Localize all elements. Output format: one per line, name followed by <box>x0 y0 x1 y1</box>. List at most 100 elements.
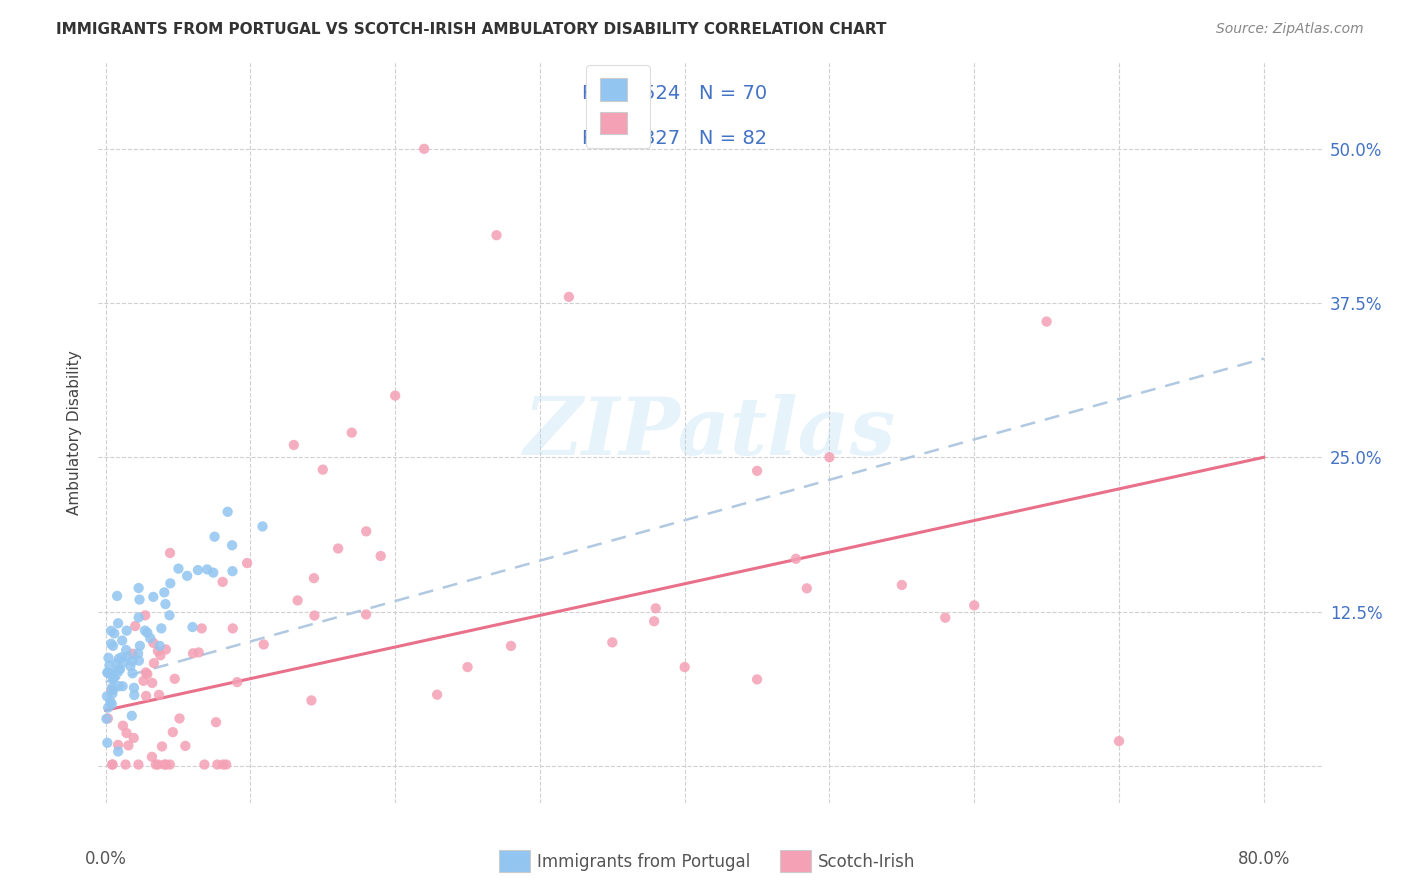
Point <box>111 679 134 693</box>
Point <box>115 726 138 740</box>
Point <box>101 686 124 700</box>
Point <box>96 689 118 703</box>
Text: Scotch-Irish: Scotch-Irish <box>818 853 915 871</box>
Point <box>97 700 120 714</box>
Point <box>159 608 181 623</box>
Point <box>644 601 666 615</box>
Point <box>115 643 138 657</box>
Point <box>98 695 121 709</box>
Point <box>150 621 173 635</box>
Point <box>485 228 508 243</box>
Point <box>103 626 125 640</box>
Point <box>302 571 325 585</box>
Point <box>96 712 118 726</box>
Point <box>122 731 145 745</box>
Point <box>252 519 274 533</box>
Text: Source: ZipAtlas.com: Source: ZipAtlas.com <box>1216 22 1364 37</box>
Point <box>148 688 170 702</box>
Point <box>153 757 176 772</box>
Point <box>117 649 139 664</box>
Point <box>115 624 138 638</box>
Point <box>135 665 157 680</box>
Point <box>181 620 204 634</box>
Point <box>159 757 181 772</box>
Point <box>890 578 912 592</box>
Point <box>101 697 124 711</box>
Point <box>181 646 204 660</box>
Point <box>141 676 163 690</box>
Legend: , : , <box>586 65 651 147</box>
Point <box>222 621 245 635</box>
Point <box>120 659 142 673</box>
Point <box>499 639 522 653</box>
Point <box>796 582 818 596</box>
Point <box>107 744 129 758</box>
Point <box>150 739 173 754</box>
Point <box>103 672 125 686</box>
Point <box>101 639 124 653</box>
Point <box>121 654 143 668</box>
Point <box>108 662 131 676</box>
Point <box>129 639 152 653</box>
Point <box>155 642 177 657</box>
Point <box>304 608 326 623</box>
Point <box>111 719 134 733</box>
Point <box>159 546 181 560</box>
Point <box>413 142 436 156</box>
Y-axis label: Ambulatory Disability: Ambulatory Disability <box>67 351 83 515</box>
Text: 0.0%: 0.0% <box>84 850 127 868</box>
Text: ZIPatlas: ZIPatlas <box>524 394 896 471</box>
Point <box>215 757 238 772</box>
Text: Immigrants from Portugal: Immigrants from Portugal <box>537 853 751 871</box>
Point <box>96 665 118 680</box>
Point <box>299 693 322 707</box>
Point <box>121 647 143 661</box>
Point <box>745 673 768 687</box>
Point <box>187 645 209 659</box>
Point <box>111 650 134 665</box>
Point <box>326 541 349 556</box>
Point <box>135 689 157 703</box>
Point <box>100 624 122 638</box>
Point <box>139 631 162 645</box>
Point <box>117 739 139 753</box>
Text: R = 0.327   N = 82: R = 0.327 N = 82 <box>582 128 766 148</box>
Point <box>193 757 215 772</box>
Point <box>97 650 120 665</box>
Point <box>207 757 229 772</box>
Point <box>132 673 155 688</box>
Point <box>128 592 150 607</box>
Point <box>155 597 177 611</box>
Point <box>221 564 243 578</box>
Point <box>108 662 131 676</box>
Point <box>146 644 169 658</box>
Point <box>457 660 479 674</box>
Point <box>97 711 120 725</box>
Point <box>96 736 118 750</box>
Point <box>121 708 143 723</box>
Point <box>162 725 184 739</box>
Point <box>145 757 167 772</box>
Point <box>934 610 956 624</box>
Point <box>127 757 149 772</box>
Point <box>101 682 124 697</box>
Point <box>127 647 149 661</box>
Text: R = 0.524   N = 70: R = 0.524 N = 70 <box>582 85 766 103</box>
Point <box>226 675 249 690</box>
Point <box>101 757 124 772</box>
Point <box>785 551 807 566</box>
Point <box>202 566 225 580</box>
Point <box>149 648 172 663</box>
Point <box>167 561 190 575</box>
Point <box>221 538 243 552</box>
Point <box>128 610 150 624</box>
Point <box>253 638 276 652</box>
Point <box>643 614 665 628</box>
Point <box>100 683 122 698</box>
Point <box>98 666 121 681</box>
Point <box>107 738 129 752</box>
Point <box>128 581 150 595</box>
Point <box>384 389 406 403</box>
Point <box>312 462 335 476</box>
Point <box>105 657 128 671</box>
